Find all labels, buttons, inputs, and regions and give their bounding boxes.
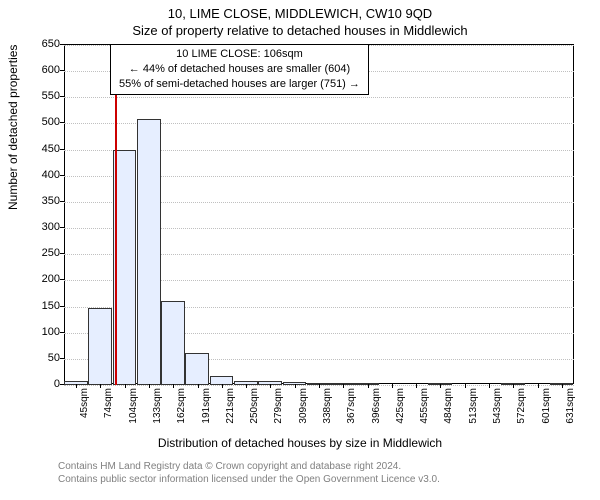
y-axis-label: Number of detached properties [6,45,20,210]
x-tick-mark [440,384,441,388]
x-tick-mark [173,384,174,388]
x-axis-label: Distribution of detached houses by size … [0,436,600,450]
footer-line-1: Contains HM Land Registry data © Crown c… [58,460,440,473]
x-tick-mark [198,384,199,388]
x-tick-mark [392,384,393,388]
histogram-bar [137,119,161,385]
chart-container: 10, LIME CLOSE, MIDDLEWICH, CW10 9QD Siz… [0,0,600,500]
y-tick-label: 200 [20,273,60,285]
y-tick-mark [60,306,64,307]
x-tick-mark [76,384,77,388]
x-tick-mark [100,384,101,388]
info-line-3: 55% of semi-detached houses are larger (… [119,77,360,92]
x-tick-label: 162sqm [176,388,187,438]
y-tick-mark [60,227,64,228]
y-tick-mark [60,279,64,280]
footer-line-2: Contains public sector information licen… [58,473,440,486]
x-tick-label: 396sqm [371,388,382,438]
x-tick-mark [465,384,466,388]
y-tick-mark [60,149,64,150]
x-tick-label: 45sqm [79,388,90,438]
y-tick-mark [60,122,64,123]
y-tick-label: 300 [20,221,60,233]
y-tick-mark [60,44,64,45]
x-tick-label: 133sqm [152,388,163,438]
histogram-bar [161,301,185,385]
y-tick-label: 650 [20,38,60,50]
gridline [64,97,574,98]
x-tick-label: 191sqm [201,388,212,438]
x-tick-label: 425sqm [395,388,406,438]
y-tick-label: 0 [20,378,60,390]
y-tick-label: 250 [20,247,60,259]
y-tick-mark [60,96,64,97]
x-tick-label: 221sqm [225,388,236,438]
x-tick-mark [222,384,223,388]
x-tick-label: 572sqm [516,388,527,438]
x-tick-label: 74sqm [103,388,114,438]
y-tick-mark [60,358,64,359]
y-tick-label: 50 [20,352,60,364]
x-tick-label: 338sqm [322,388,333,438]
x-tick-label: 309sqm [298,388,309,438]
y-tick-mark [60,201,64,202]
x-tick-mark [343,384,344,388]
info-line-2: ← 44% of detached houses are smaller (60… [119,62,360,77]
x-tick-label: 601sqm [541,388,552,438]
y-tick-label: 500 [20,116,60,128]
x-tick-label: 513sqm [468,388,479,438]
x-tick-label: 631sqm [565,388,576,438]
histogram-bar [88,308,112,385]
x-tick-label: 250sqm [249,388,260,438]
y-tick-mark [60,175,64,176]
x-tick-mark [489,384,490,388]
x-tick-mark [270,384,271,388]
x-tick-label: 104sqm [128,388,139,438]
y-tick-label: 400 [20,169,60,181]
y-tick-mark [60,70,64,71]
y-tick-mark [60,332,64,333]
histogram-bar [185,353,209,385]
x-tick-label: 367sqm [346,388,357,438]
chart-address-title: 10, LIME CLOSE, MIDDLEWICH, CW10 9QD [0,0,600,21]
x-tick-mark [416,384,417,388]
x-tick-mark [149,384,150,388]
x-tick-label: 279sqm [273,388,284,438]
x-tick-mark [295,384,296,388]
y-tick-label: 450 [20,143,60,155]
chart-subtitle: Size of property relative to detached ho… [0,21,600,38]
x-tick-mark [246,384,247,388]
info-box: 10 LIME CLOSE: 106sqm ← 44% of detached … [110,44,369,95]
y-tick-mark [60,253,64,254]
x-tick-mark [513,384,514,388]
x-tick-mark [368,384,369,388]
plot-area [64,44,574,384]
x-tick-mark [319,384,320,388]
y-tick-label: 100 [20,326,60,338]
y-tick-label: 350 [20,195,60,207]
x-tick-label: 455sqm [419,388,430,438]
property-marker-line [115,45,117,385]
y-tick-mark [60,384,64,385]
x-tick-label: 484sqm [443,388,454,438]
x-tick-mark [125,384,126,388]
info-line-1: 10 LIME CLOSE: 106sqm [119,47,360,62]
footer-attribution: Contains HM Land Registry data © Crown c… [58,460,440,486]
y-tick-label: 150 [20,300,60,312]
x-tick-label: 543sqm [492,388,503,438]
y-tick-label: 600 [20,64,60,76]
x-tick-mark [538,384,539,388]
y-tick-label: 550 [20,90,60,102]
x-tick-mark [562,384,563,388]
